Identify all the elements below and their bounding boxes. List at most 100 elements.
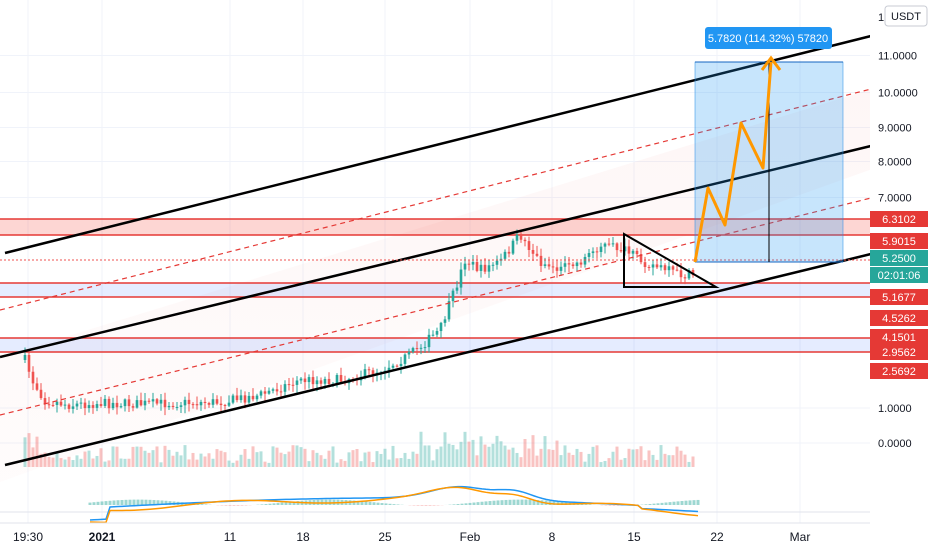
volume-bar xyxy=(595,445,599,467)
volume-bar xyxy=(463,431,467,467)
candle-body xyxy=(35,383,39,390)
price-level-badge[interactable] xyxy=(870,233,928,249)
price-tick: 7.0000 xyxy=(878,193,912,205)
macd-histogram-bar xyxy=(660,502,664,505)
macd-histogram-bar xyxy=(168,501,172,505)
candle-body xyxy=(479,264,483,271)
candle-body xyxy=(583,256,587,265)
volume-bars xyxy=(23,431,695,467)
macd-histogram-bar xyxy=(392,504,396,505)
macd-histogram-bar xyxy=(96,501,100,505)
candle-body xyxy=(635,250,639,255)
channel-mid-line[interactable] xyxy=(0,143,876,359)
candle-body xyxy=(139,400,143,406)
candle-body xyxy=(519,234,523,240)
price-level-badge[interactable] xyxy=(870,250,928,266)
candle-body xyxy=(591,251,595,254)
volume-bar xyxy=(107,460,111,467)
candle-body xyxy=(79,402,83,404)
volume-bar xyxy=(47,456,51,467)
volume-bar xyxy=(455,449,459,467)
macd-histogram-bar xyxy=(688,500,692,505)
macd-histogram-bar xyxy=(200,504,204,505)
macd-histogram-bar xyxy=(420,505,424,506)
price-level-badge[interactable] xyxy=(870,211,928,227)
volume-bar xyxy=(567,452,571,467)
volume-bar xyxy=(583,461,587,467)
macd-histogram-bar xyxy=(132,499,136,505)
candle-body xyxy=(143,400,147,406)
measure-label-box xyxy=(705,27,832,49)
price-level-badge[interactable] xyxy=(870,329,928,345)
candle-body xyxy=(399,363,403,367)
candle-body xyxy=(487,265,491,272)
volume-bar xyxy=(299,447,303,467)
price-level-badge[interactable] xyxy=(870,363,928,379)
volume-bar xyxy=(147,452,151,467)
candle-body xyxy=(243,395,247,403)
channel-lower-line[interactable] xyxy=(4,251,876,467)
measure-label: 5.7820 (114.32%) 57820 xyxy=(708,33,828,45)
volume-bar xyxy=(627,448,631,467)
price-level-label: 6.3102 xyxy=(882,214,916,226)
candle-body xyxy=(147,400,151,402)
candle-body xyxy=(27,355,31,372)
macd-histogram-bar xyxy=(484,501,488,505)
price-level-label: 2.5692 xyxy=(882,366,916,378)
volume-bar xyxy=(295,445,299,467)
candle-body xyxy=(159,399,163,404)
volume-bar xyxy=(259,451,263,467)
candle-body xyxy=(163,399,167,408)
candle-body xyxy=(419,347,423,349)
zone-band[interactable] xyxy=(0,219,870,235)
candle-body xyxy=(319,380,323,384)
volume-bar xyxy=(519,457,523,467)
channel-dashed-lower[interactable] xyxy=(0,196,876,416)
macd-histogram-bar xyxy=(108,500,112,505)
volume-bar xyxy=(587,453,591,467)
candle-body xyxy=(647,266,651,268)
candle-body xyxy=(315,380,319,385)
macd-histogram-bar xyxy=(520,499,524,505)
candle-body xyxy=(363,369,367,377)
channel-upper-line[interactable] xyxy=(4,33,876,255)
candle-body xyxy=(43,398,47,405)
macd-histogram-bar xyxy=(88,502,92,505)
volume-bar xyxy=(623,458,627,467)
price-level-label: 02:01:06 xyxy=(878,270,921,282)
projection-path[interactable] xyxy=(693,61,773,263)
macd-histogram-bar xyxy=(364,501,368,505)
price-level-badge[interactable] xyxy=(870,310,928,326)
candle-body xyxy=(251,395,255,400)
volume-bar xyxy=(151,450,155,467)
macd-histogram-bar xyxy=(524,499,528,505)
candle-body xyxy=(367,369,371,371)
zone-band[interactable] xyxy=(0,338,870,352)
descending-triangle[interactable] xyxy=(623,232,720,288)
volume-bar xyxy=(63,459,67,467)
candle-body xyxy=(191,404,195,406)
price-level-badge[interactable] xyxy=(870,267,928,283)
volume-bar xyxy=(143,450,147,467)
price-level-badge[interactable] xyxy=(870,344,928,360)
volume-bar xyxy=(287,451,291,467)
candle-body xyxy=(203,401,207,403)
candle-body xyxy=(31,371,35,384)
candle-body xyxy=(687,270,691,279)
volume-bar xyxy=(195,459,199,467)
candle-body xyxy=(259,391,263,396)
currency-button[interactable] xyxy=(884,5,928,27)
volume-bar xyxy=(631,449,635,467)
price-level-badge[interactable] xyxy=(870,289,928,305)
macd-histogram-bar xyxy=(424,505,428,506)
time-axis-ticks[interactable]: 19:30 2021 11 18 25 Feb 8 15 22 Mar xyxy=(13,530,810,544)
volume-bar xyxy=(671,455,675,467)
channel-dashed-upper[interactable] xyxy=(0,87,876,311)
macd-histogram-bar xyxy=(388,503,392,505)
volume-bar xyxy=(271,446,275,467)
volume-bar xyxy=(459,441,463,467)
volume-bar xyxy=(207,453,211,467)
volume-bar xyxy=(99,448,103,467)
candle-body xyxy=(663,265,667,271)
